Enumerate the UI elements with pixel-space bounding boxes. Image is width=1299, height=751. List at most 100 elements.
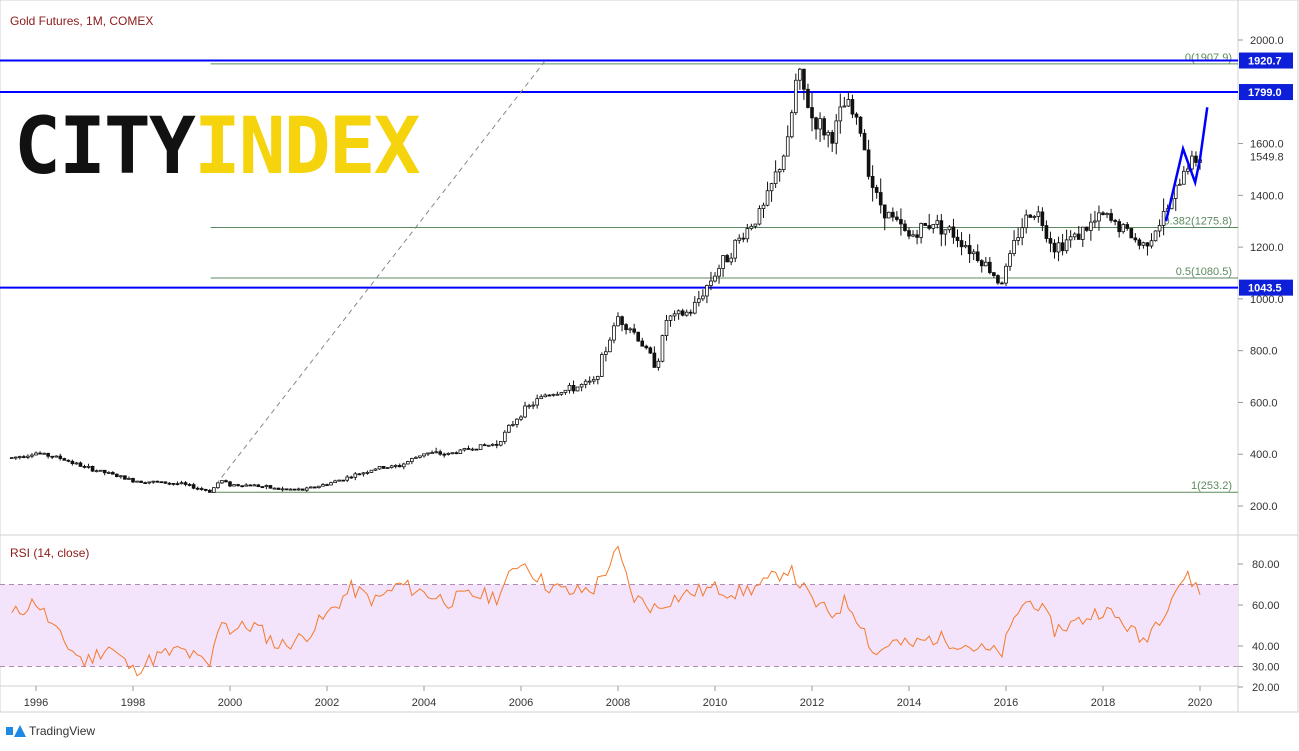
candle <box>434 451 438 454</box>
candle <box>975 251 980 261</box>
price-tick-label: 600.0 <box>1250 397 1278 409</box>
fib-levels: 0(1907.9) 0.382(1275.8) 0.5(1080.5) 1(253.2… <box>210 52 1238 493</box>
rsi-axis-ticks: 20.00 30.00 40.00 60.00 80.00 <box>1238 559 1280 694</box>
logo-index-text: INDEX <box>193 102 421 192</box>
candle <box>187 484 192 486</box>
time-tick-label: 2000 <box>218 697 242 709</box>
candle <box>814 117 818 130</box>
candle <box>648 347 653 354</box>
candle <box>300 488 305 491</box>
candle <box>745 228 750 240</box>
candle <box>30 454 34 457</box>
candle <box>1145 242 1150 247</box>
candle <box>955 236 960 241</box>
candle <box>458 449 463 454</box>
candle <box>345 476 350 481</box>
city-index-logo: CITYINDEX <box>14 108 421 186</box>
candle <box>595 376 600 380</box>
tradingview-brand[interactable]: TradingView <box>6 724 95 738</box>
candle <box>422 453 426 457</box>
candle <box>276 487 281 490</box>
candle <box>13 456 18 459</box>
candle <box>733 239 738 259</box>
candle <box>842 105 847 108</box>
candle <box>450 452 455 455</box>
candle <box>381 465 386 469</box>
candle <box>1032 216 1037 218</box>
candle <box>284 488 289 491</box>
candle <box>401 463 406 468</box>
candle <box>58 455 63 459</box>
time-tick-label: 2020 <box>1188 697 1212 709</box>
candle <box>438 451 442 455</box>
candle <box>692 301 697 314</box>
candle <box>640 340 645 347</box>
candle <box>575 386 580 392</box>
candle <box>660 335 665 362</box>
time-tick-label: 2012 <box>800 697 824 709</box>
time-tick-label: 2006 <box>509 697 533 709</box>
candle <box>931 223 936 229</box>
rsi-line <box>11 545 1201 677</box>
candle <box>147 481 151 484</box>
candle <box>923 223 927 226</box>
candle <box>628 328 632 331</box>
candle <box>539 396 544 400</box>
candle <box>1048 238 1053 244</box>
candle <box>26 455 30 458</box>
candle <box>511 424 515 426</box>
candle <box>199 488 204 490</box>
candle <box>179 482 184 485</box>
candle <box>264 485 269 488</box>
candle <box>1101 212 1105 216</box>
candle <box>721 255 725 269</box>
candle <box>818 118 822 130</box>
candle <box>988 261 992 274</box>
candle <box>377 465 382 470</box>
candle <box>1020 227 1024 239</box>
candle <box>1024 214 1029 229</box>
candle <box>604 351 608 355</box>
candle <box>115 473 119 477</box>
candle <box>236 484 240 487</box>
candle <box>830 132 835 144</box>
candle <box>462 448 467 451</box>
candle <box>802 68 806 90</box>
candle <box>1044 225 1049 239</box>
candle <box>369 469 374 473</box>
price-tag <box>1239 148 1293 165</box>
candle <box>74 462 79 465</box>
candle <box>212 487 216 493</box>
candle <box>656 360 661 368</box>
candle <box>50 455 54 458</box>
candle <box>309 486 313 489</box>
candle <box>446 453 451 455</box>
time-tick-label: 2010 <box>703 697 727 709</box>
price-tick-label: 2000.0 <box>1250 35 1284 47</box>
candle <box>515 418 519 425</box>
candle <box>741 237 746 240</box>
candle <box>547 394 552 397</box>
candle <box>361 472 366 475</box>
candle <box>919 223 923 238</box>
candle <box>46 452 50 457</box>
candle <box>846 99 851 107</box>
candle <box>62 458 67 461</box>
candle <box>519 416 523 420</box>
candle <box>1085 226 1089 231</box>
candle <box>899 219 903 225</box>
candle <box>911 234 915 237</box>
candle <box>886 211 891 219</box>
candle <box>1153 230 1158 242</box>
candle <box>38 452 42 455</box>
candle <box>1004 265 1008 284</box>
candle <box>486 444 491 447</box>
candle <box>244 484 248 487</box>
candle <box>98 469 103 472</box>
tradingview-label: TradingView <box>29 724 96 738</box>
candle <box>1190 155 1194 170</box>
candle <box>119 475 123 478</box>
price-tick-label: 1000.0 <box>1250 294 1284 306</box>
candle <box>1028 214 1033 218</box>
